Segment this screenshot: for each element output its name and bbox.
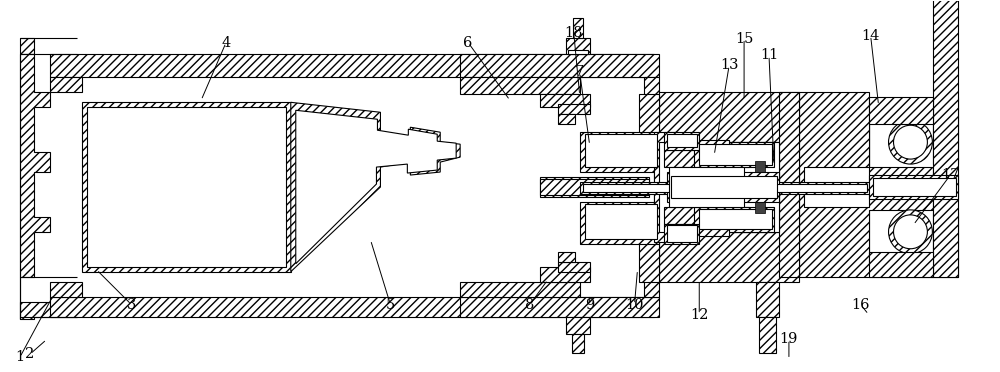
Text: 9: 9 <box>585 298 594 312</box>
Polygon shape <box>756 282 779 317</box>
Polygon shape <box>694 142 774 167</box>
Polygon shape <box>671 176 777 198</box>
Polygon shape <box>664 150 749 167</box>
Text: 17: 17 <box>941 168 959 182</box>
Polygon shape <box>296 110 456 264</box>
Polygon shape <box>50 77 82 92</box>
Polygon shape <box>664 132 699 150</box>
Polygon shape <box>873 178 956 196</box>
Text: 18: 18 <box>564 26 583 39</box>
Polygon shape <box>580 202 659 244</box>
Polygon shape <box>699 144 772 165</box>
Polygon shape <box>50 296 654 317</box>
Polygon shape <box>799 92 958 277</box>
Polygon shape <box>869 175 958 199</box>
Text: 7: 7 <box>575 65 584 80</box>
Polygon shape <box>654 132 679 242</box>
Polygon shape <box>558 104 590 114</box>
Polygon shape <box>804 167 869 207</box>
Polygon shape <box>20 302 77 320</box>
Polygon shape <box>759 317 776 353</box>
Polygon shape <box>654 232 799 282</box>
Text: 3: 3 <box>127 298 136 312</box>
Text: 1: 1 <box>15 350 24 364</box>
Circle shape <box>889 210 932 254</box>
Text: 8: 8 <box>525 298 535 312</box>
Polygon shape <box>566 317 590 334</box>
Text: 6: 6 <box>463 36 473 49</box>
Polygon shape <box>50 282 82 296</box>
Text: 4: 4 <box>221 36 231 49</box>
Polygon shape <box>50 54 654 77</box>
Polygon shape <box>797 172 869 202</box>
Polygon shape <box>580 182 869 194</box>
Polygon shape <box>540 179 649 195</box>
Circle shape <box>894 215 927 249</box>
Polygon shape <box>583 184 867 192</box>
Polygon shape <box>585 134 657 167</box>
Text: 19: 19 <box>780 333 798 346</box>
Polygon shape <box>699 224 729 236</box>
Text: 5: 5 <box>386 298 395 312</box>
Polygon shape <box>797 172 869 262</box>
Polygon shape <box>869 97 933 124</box>
Polygon shape <box>566 38 590 54</box>
Polygon shape <box>694 207 774 232</box>
Text: 11: 11 <box>760 48 778 62</box>
Text: 14: 14 <box>861 29 880 42</box>
Polygon shape <box>585 204 657 239</box>
Polygon shape <box>667 134 697 147</box>
Polygon shape <box>797 107 869 204</box>
Text: 12: 12 <box>690 308 708 321</box>
Polygon shape <box>82 102 291 272</box>
Polygon shape <box>540 177 649 197</box>
Polygon shape <box>667 225 697 242</box>
Polygon shape <box>779 92 799 277</box>
Text: 10: 10 <box>625 298 644 312</box>
Text: 15: 15 <box>735 32 753 45</box>
Polygon shape <box>460 282 580 296</box>
Polygon shape <box>20 54 50 320</box>
Polygon shape <box>460 54 659 77</box>
Polygon shape <box>558 252 575 262</box>
Polygon shape <box>580 132 659 172</box>
Polygon shape <box>291 102 460 272</box>
Polygon shape <box>667 172 779 202</box>
Text: 16: 16 <box>851 298 870 312</box>
Polygon shape <box>540 267 590 282</box>
Polygon shape <box>797 112 869 202</box>
Polygon shape <box>460 77 580 94</box>
Bar <box>755 202 765 213</box>
Polygon shape <box>933 0 958 277</box>
Polygon shape <box>639 94 659 134</box>
Polygon shape <box>664 224 699 244</box>
Polygon shape <box>669 167 744 207</box>
Polygon shape <box>540 94 590 107</box>
Polygon shape <box>869 252 933 277</box>
Bar <box>755 161 765 172</box>
Polygon shape <box>460 296 659 317</box>
Polygon shape <box>572 334 584 353</box>
Polygon shape <box>699 209 772 229</box>
Polygon shape <box>699 140 729 150</box>
Polygon shape <box>664 207 749 224</box>
Polygon shape <box>558 262 590 272</box>
Circle shape <box>889 120 932 164</box>
Polygon shape <box>659 142 779 232</box>
Polygon shape <box>20 38 34 54</box>
Polygon shape <box>573 17 583 38</box>
Polygon shape <box>639 242 659 282</box>
Text: 2: 2 <box>25 347 34 361</box>
Text: 13: 13 <box>720 58 738 73</box>
Polygon shape <box>644 77 659 296</box>
Polygon shape <box>654 92 799 142</box>
Polygon shape <box>87 107 286 267</box>
Bar <box>568 49 588 54</box>
Circle shape <box>894 125 927 159</box>
Polygon shape <box>558 114 575 124</box>
